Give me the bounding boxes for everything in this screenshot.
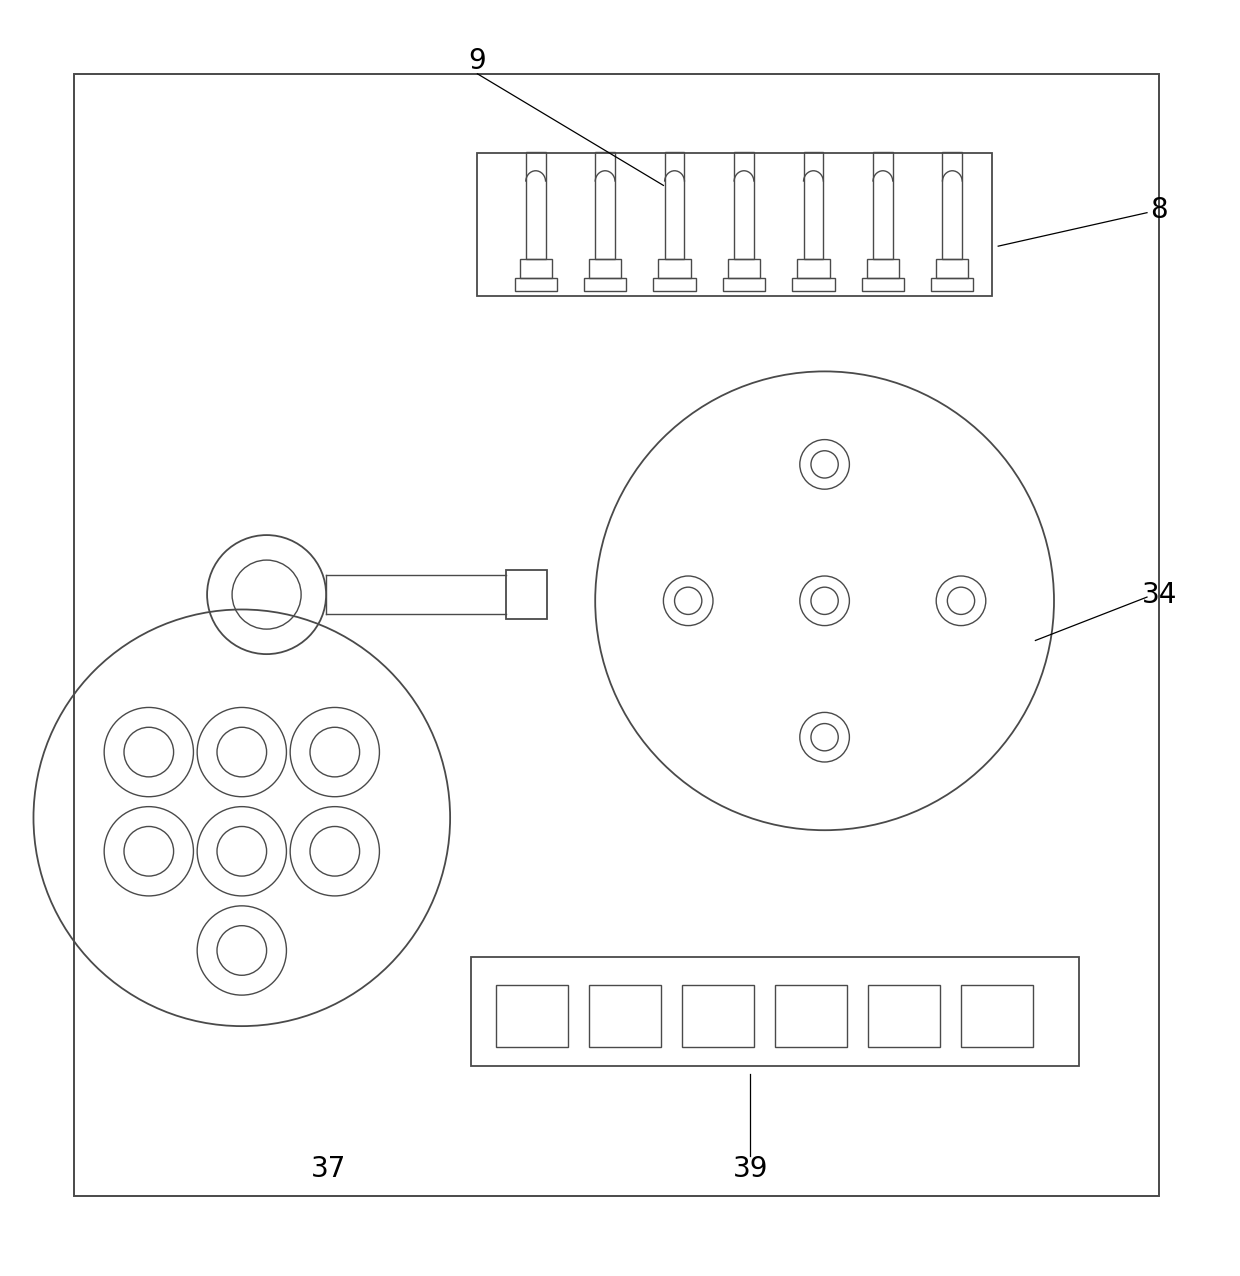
Bar	[658, 259, 691, 278]
Bar	[515, 278, 557, 291]
Bar	[867, 259, 899, 278]
Bar	[936, 259, 968, 278]
Bar	[873, 152, 893, 259]
Bar	[682, 985, 754, 1048]
Text: 39: 39	[733, 1155, 768, 1183]
Bar	[931, 278, 973, 291]
Text: 34: 34	[1142, 581, 1177, 609]
Bar	[653, 278, 696, 291]
Bar	[862, 278, 904, 291]
Bar	[595, 152, 615, 259]
Bar	[961, 985, 1033, 1048]
Bar	[728, 259, 760, 278]
Bar	[775, 985, 847, 1048]
Bar	[665, 152, 684, 259]
Bar	[506, 570, 547, 619]
Bar	[584, 278, 626, 291]
Bar	[589, 985, 661, 1048]
Bar	[734, 152, 754, 259]
Bar	[797, 259, 830, 278]
Bar	[526, 152, 546, 259]
Bar	[942, 152, 962, 259]
Bar	[723, 278, 765, 291]
Bar	[589, 259, 621, 278]
Text: 37: 37	[311, 1155, 346, 1183]
Text: 8: 8	[1151, 197, 1168, 225]
Bar	[477, 153, 992, 296]
Bar	[471, 957, 1079, 1065]
Bar	[74, 74, 1159, 1196]
Bar	[868, 985, 940, 1048]
Bar	[520, 259, 552, 278]
Text: 9: 9	[469, 47, 486, 75]
Bar	[804, 152, 823, 259]
Bar	[792, 278, 835, 291]
Bar	[496, 985, 568, 1048]
